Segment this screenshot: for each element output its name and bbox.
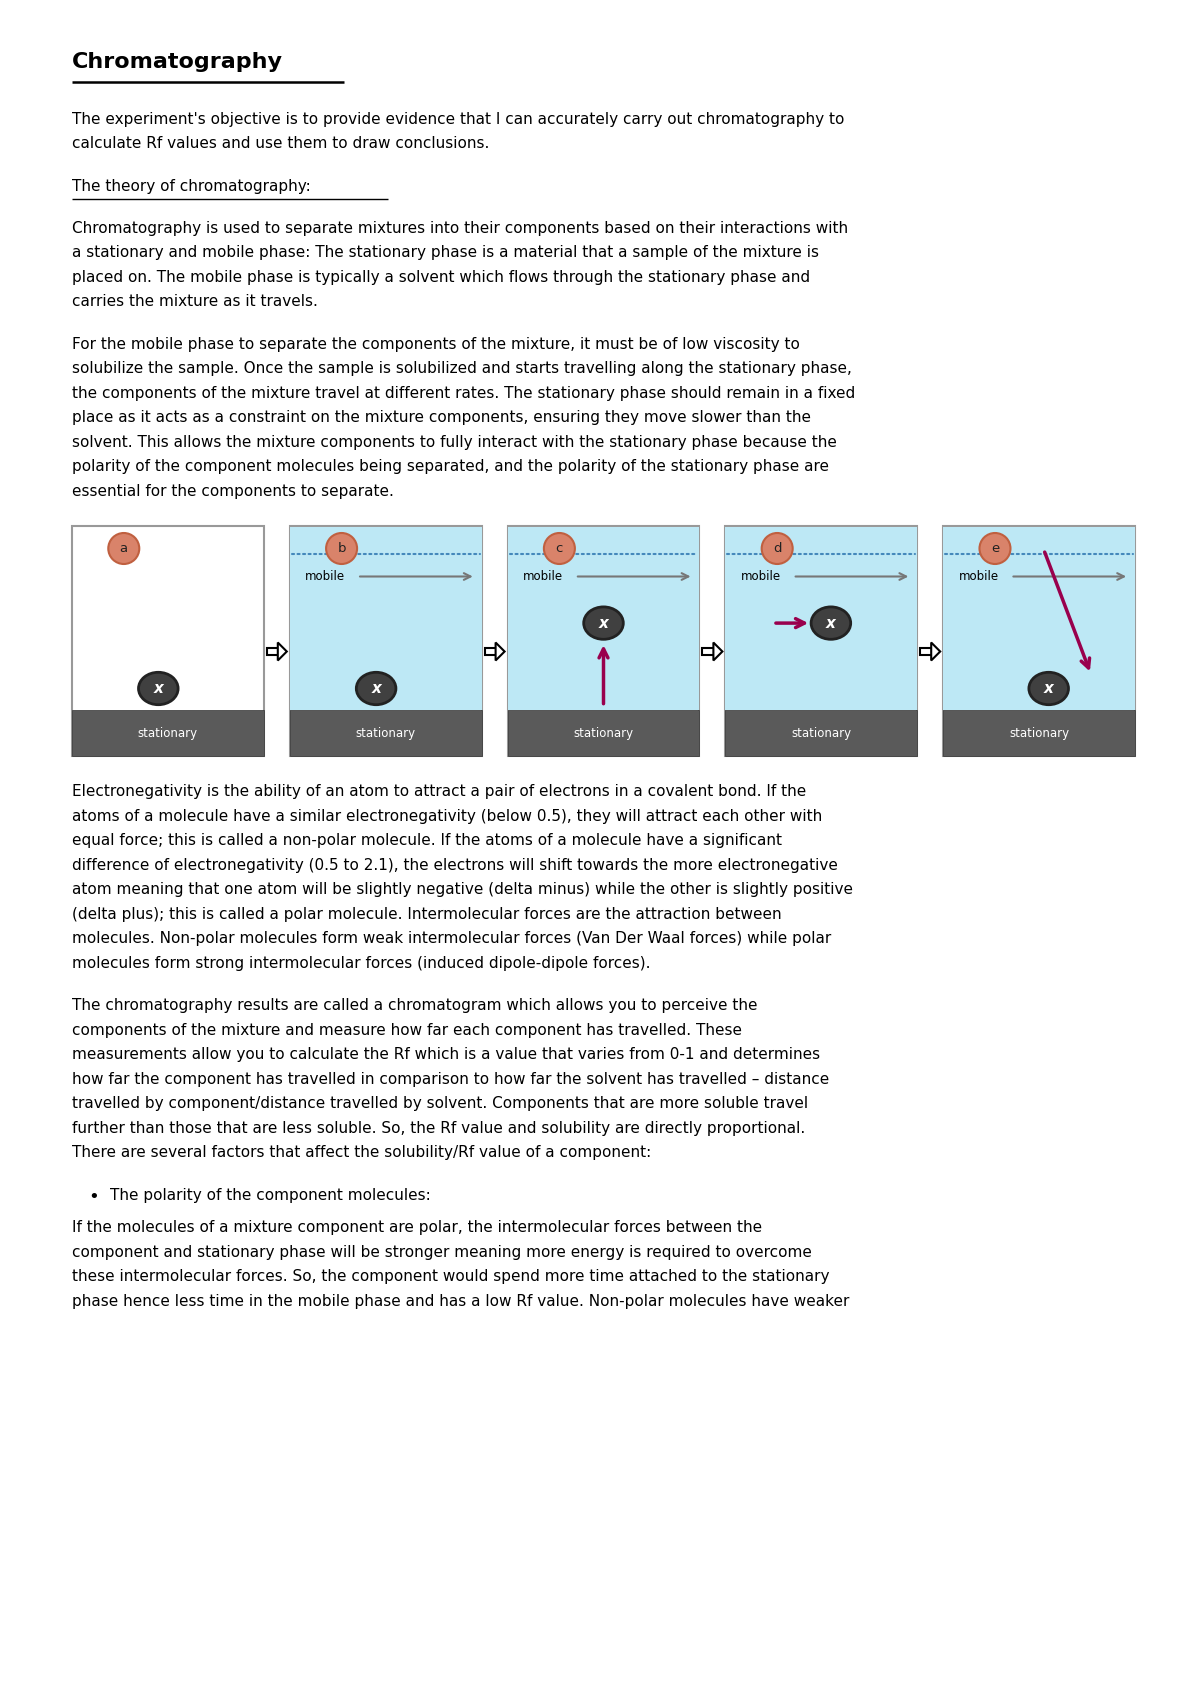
Text: c: c — [556, 543, 563, 555]
Bar — [289, 526, 481, 756]
Ellipse shape — [138, 672, 178, 706]
Bar — [943, 526, 1135, 756]
Ellipse shape — [811, 607, 851, 639]
Bar — [725, 711, 917, 756]
Polygon shape — [931, 643, 941, 660]
Text: For the mobile phase to separate the components of the mixture, it must be of lo: For the mobile phase to separate the com… — [72, 338, 800, 353]
Text: d: d — [773, 543, 781, 555]
Text: x: x — [599, 616, 608, 631]
Text: molecules form strong intermolecular forces (induced dipole-dipole forces).: molecules form strong intermolecular for… — [72, 957, 650, 972]
Text: mobile: mobile — [740, 570, 781, 583]
Text: further than those that are less soluble. So, the Rf value and solubility are di: further than those that are less soluble… — [72, 1121, 805, 1136]
Text: essential for the components to separate.: essential for the components to separate… — [72, 483, 394, 499]
Text: Chromatography is used to separate mixtures into their components based on their: Chromatography is used to separate mixtu… — [72, 220, 848, 236]
Bar — [485, 648, 497, 655]
Circle shape — [326, 533, 358, 565]
Text: travelled by component/distance travelled by solvent. Components that are more s: travelled by component/distance travelle… — [72, 1097, 808, 1111]
Text: x: x — [371, 682, 382, 695]
Circle shape — [762, 533, 793, 565]
Text: placed on. The mobile phase is typically a solvent which flows through the stati: placed on. The mobile phase is typically… — [72, 270, 810, 285]
Text: x: x — [826, 616, 836, 631]
Circle shape — [979, 533, 1010, 565]
Text: carries the mixture as it travels.: carries the mixture as it travels. — [72, 295, 318, 309]
Bar — [725, 527, 917, 711]
Bar — [508, 527, 700, 711]
Text: stationary: stationary — [138, 728, 198, 739]
Polygon shape — [278, 643, 287, 660]
Text: how far the component has travelled in comparison to how far the solvent has tra: how far the component has travelled in c… — [72, 1072, 829, 1087]
Circle shape — [544, 533, 575, 565]
Text: The polarity of the component molecules:: The polarity of the component molecules: — [110, 1187, 431, 1202]
Text: difference of electronegativity (0.5 to 2.1), the electrons will shift towards t: difference of electronegativity (0.5 to … — [72, 858, 838, 873]
Bar — [72, 526, 264, 756]
Text: x: x — [154, 682, 163, 695]
Text: solubilize the sample. Once the sample is solubilized and starts travelling alon: solubilize the sample. Once the sample i… — [72, 361, 852, 377]
Text: x: x — [1044, 682, 1054, 695]
Text: mobile: mobile — [523, 570, 563, 583]
Text: atoms of a molecule have a similar electronegativity (below 0.5), they will attr: atoms of a molecule have a similar elect… — [72, 809, 822, 824]
Text: e: e — [991, 543, 1000, 555]
Ellipse shape — [583, 607, 623, 639]
Bar — [943, 711, 1135, 756]
Polygon shape — [496, 643, 504, 660]
Text: measurements allow you to calculate the Rf which is a value that varies from 0-1: measurements allow you to calculate the … — [72, 1048, 820, 1062]
Text: b: b — [337, 543, 346, 555]
Bar — [508, 526, 700, 756]
Text: the components of the mixture travel at different rates. The stationary phase sh: the components of the mixture travel at … — [72, 387, 856, 400]
Text: solvent. This allows the mixture components to fully interact with the stationar: solvent. This allows the mixture compone… — [72, 434, 836, 449]
Text: atom meaning that one atom will be slightly negative (delta minus) while the oth: atom meaning that one atom will be sligh… — [72, 882, 853, 897]
Text: The experiment's objective is to provide evidence that I can accurately carry ou: The experiment's objective is to provide… — [72, 112, 845, 127]
Text: mobile: mobile — [305, 570, 346, 583]
Bar — [725, 526, 917, 756]
Text: equal force; this is called a non-polar molecule. If the atoms of a molecule hav: equal force; this is called a non-polar … — [72, 833, 782, 848]
Bar — [943, 527, 1135, 711]
Text: The chromatography results are called a chromatogram which allows you to perceiv: The chromatography results are called a … — [72, 999, 757, 1014]
Text: stationary: stationary — [1009, 728, 1069, 739]
Text: (delta plus); this is called a polar molecule. Intermolecular forces are the att: (delta plus); this is called a polar mol… — [72, 907, 781, 923]
Bar — [266, 648, 278, 655]
Text: these intermolecular forces. So, the component would spend more time attached to: these intermolecular forces. So, the com… — [72, 1270, 829, 1284]
Text: mobile: mobile — [959, 570, 998, 583]
Text: stationary: stationary — [791, 728, 851, 739]
Bar — [72, 711, 264, 756]
Bar — [702, 648, 714, 655]
Text: polarity of the component molecules being separated, and the polarity of the sta: polarity of the component molecules bein… — [72, 460, 829, 475]
Text: calculate Rf values and use them to draw conclusions.: calculate Rf values and use them to draw… — [72, 136, 490, 151]
Text: place as it acts as a constraint on the mixture components, ensuring they move s: place as it acts as a constraint on the … — [72, 410, 811, 426]
Polygon shape — [713, 643, 722, 660]
Text: components of the mixture and measure how far each component has travelled. Thes: components of the mixture and measure ho… — [72, 1023, 742, 1038]
Text: Electronegativity is the ability of an atom to attract a pair of electrons in a : Electronegativity is the ability of an a… — [72, 785, 806, 799]
Ellipse shape — [356, 672, 396, 706]
Bar — [508, 711, 700, 756]
Text: a: a — [120, 543, 128, 555]
Ellipse shape — [1028, 672, 1068, 706]
Text: •: • — [89, 1187, 100, 1206]
Text: The theory of chromatography:: The theory of chromatography: — [72, 180, 311, 193]
Text: stationary: stationary — [574, 728, 634, 739]
Text: molecules. Non-polar molecules form weak intermolecular forces (Van Der Waal for: molecules. Non-polar molecules form weak… — [72, 931, 832, 946]
Text: Chromatography: Chromatography — [72, 53, 283, 71]
Bar — [920, 648, 932, 655]
Text: phase hence less time in the mobile phase and has a low Rf value. Non-polar mole: phase hence less time in the mobile phas… — [72, 1294, 850, 1309]
Bar — [289, 527, 481, 711]
Text: stationary: stationary — [355, 728, 415, 739]
Text: If the molecules of a mixture component are polar, the intermolecular forces bet: If the molecules of a mixture component … — [72, 1221, 762, 1235]
Text: a stationary and mobile phase: The stationary phase is a material that a sample : a stationary and mobile phase: The stati… — [72, 246, 818, 261]
Text: component and stationary phase will be stronger meaning more energy is required : component and stationary phase will be s… — [72, 1245, 812, 1260]
Bar — [289, 711, 481, 756]
Circle shape — [108, 533, 139, 565]
Text: There are several factors that affect the solubility/Rf value of a component:: There are several factors that affect th… — [72, 1145, 652, 1160]
